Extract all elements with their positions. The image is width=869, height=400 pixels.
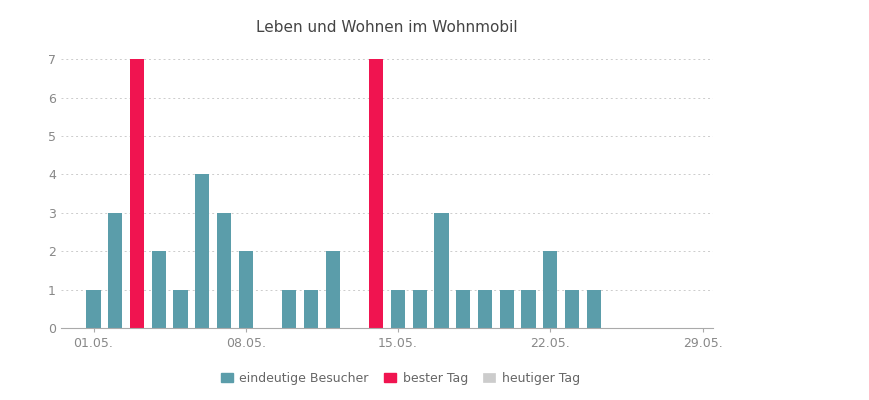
Title: Leben und Wohnen im Wohnmobil: Leben und Wohnen im Wohnmobil bbox=[256, 20, 517, 35]
Bar bbox=[325, 251, 340, 328]
Bar bbox=[238, 251, 253, 328]
Bar bbox=[282, 290, 296, 328]
Bar bbox=[129, 59, 144, 328]
Bar bbox=[86, 290, 101, 328]
Bar bbox=[412, 290, 427, 328]
Bar bbox=[477, 290, 492, 328]
Bar bbox=[368, 59, 383, 328]
Bar bbox=[173, 290, 188, 328]
Bar bbox=[521, 290, 535, 328]
Bar bbox=[586, 290, 600, 328]
Bar bbox=[542, 251, 557, 328]
Bar bbox=[195, 174, 209, 328]
Bar bbox=[303, 290, 318, 328]
Bar bbox=[499, 290, 514, 328]
Bar bbox=[216, 213, 231, 328]
Legend: eindeutige Besucher, bester Tag, heutiger Tag: eindeutige Besucher, bester Tag, heutige… bbox=[216, 367, 584, 390]
Bar bbox=[455, 290, 470, 328]
Bar bbox=[390, 290, 405, 328]
Bar bbox=[151, 251, 166, 328]
Bar bbox=[434, 213, 448, 328]
Bar bbox=[108, 213, 123, 328]
Bar bbox=[564, 290, 579, 328]
